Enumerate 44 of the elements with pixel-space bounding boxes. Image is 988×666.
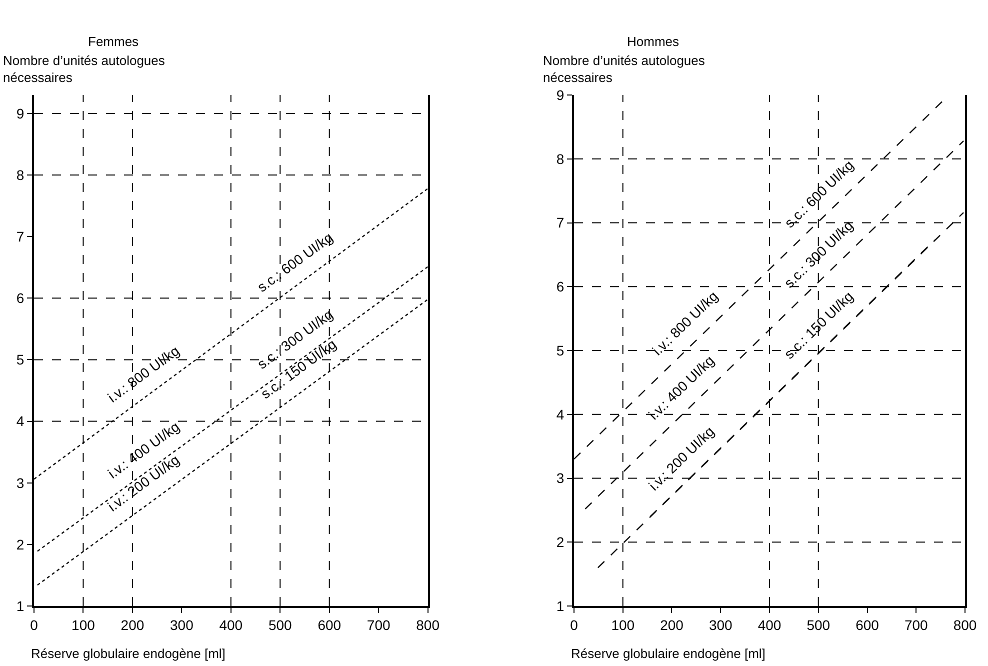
y-axis-title: Nombre d’unités autologues nécessaires (3, 53, 166, 85)
x-tick-label: 800 (953, 616, 977, 633)
y-tick-label: 3 (556, 470, 564, 486)
y-tick-label: 7 (556, 214, 564, 231)
y-tick-label: 9 (16, 105, 24, 122)
x-tick-label: 500 (268, 616, 292, 633)
x-tick-label: 600 (318, 616, 342, 633)
y-tick-label: 1 (16, 598, 24, 614)
y-tick-label: 4 (16, 413, 24, 430)
y-tick-label: 1 (556, 598, 564, 614)
y-tick-label: 4 (556, 406, 564, 422)
chart-title: Hommes (627, 34, 680, 49)
y-tick-label: 7 (16, 228, 24, 244)
x-tick-label: 0 (570, 616, 578, 633)
y-tick-label: 3 (16, 474, 24, 491)
y-tick-label: 6 (16, 290, 24, 306)
y-axis-title: Nombre d’unités autologues nécessaires (543, 53, 706, 85)
y-tick-label: 8 (16, 166, 24, 183)
x-axis-title: Réserve globulaire endogène [ml] (31, 646, 226, 661)
x-tick-label: 700 (904, 616, 928, 633)
x-tick-label: 200 (120, 616, 144, 633)
y-tick-label: 6 (556, 278, 564, 295)
y-tick-label: 5 (16, 352, 24, 368)
x-tick-label: 800 (416, 616, 440, 633)
y-tick-label: 9 (556, 86, 564, 103)
x-tick-label: 700 (366, 616, 390, 633)
x-tick-label: 600 (856, 616, 880, 633)
y-tick-label: 2 (16, 536, 24, 552)
x-tick-label: 300 (708, 616, 733, 633)
x-tick-label: 100 (611, 616, 635, 633)
x-tick-label: 200 (660, 616, 684, 633)
x-tick-label: 100 (72, 616, 96, 633)
y-tick-label: 2 (556, 534, 564, 550)
x-tick-label: 500 (806, 616, 830, 633)
x-tick-label: 400 (219, 616, 243, 633)
x-tick-label: 0 (30, 616, 38, 633)
x-axis-title: Réserve globulaire endogène [ml] (571, 646, 766, 661)
x-tick-label: 400 (758, 616, 782, 633)
annotation: i.v.: 800 UI/kg (104, 342, 182, 406)
x-tick-label: 300 (170, 616, 194, 633)
y-tick-label: 5 (556, 342, 564, 358)
chart-title: Femmes (88, 34, 140, 49)
annotation: s.c.: 600 UI/kg (254, 229, 336, 296)
y-tick-label: 8 (556, 150, 564, 167)
